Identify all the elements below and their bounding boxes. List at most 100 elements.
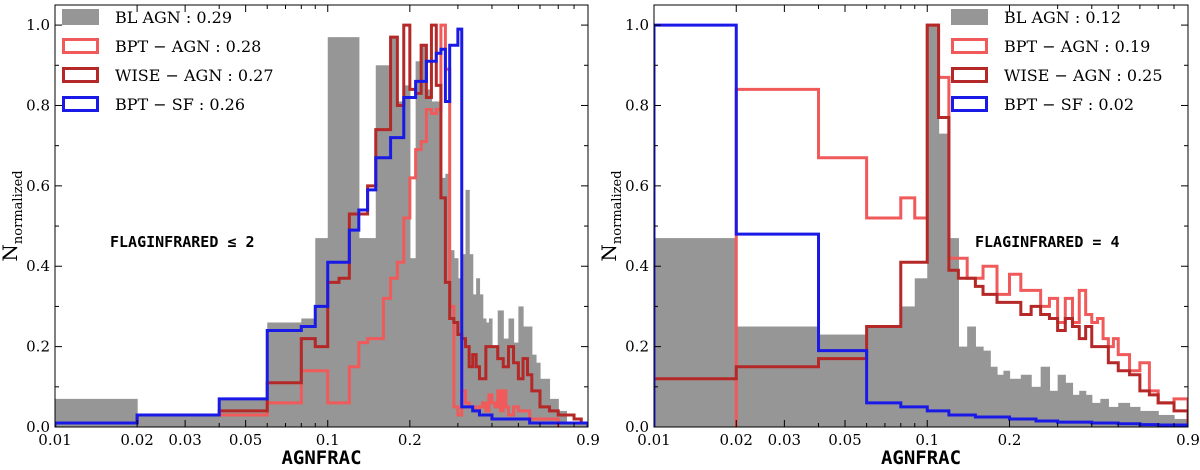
- bar: [549, 398, 559, 427]
- series-wise-agn-line: [55, 23, 588, 427]
- legend-swatch: [951, 67, 988, 83]
- y-axis-title: Nnormalized: [597, 170, 625, 261]
- bar: [409, 258, 417, 427]
- bar: [1079, 390, 1087, 427]
- legend-swatch: [951, 9, 988, 25]
- bar: [1091, 402, 1101, 427]
- bar: [315, 238, 329, 427]
- y-tick-label: 0.6: [26, 177, 50, 195]
- bar: [975, 346, 984, 427]
- legend-item-bpt-agn: BPT − AGN : 0.19: [951, 37, 1150, 56]
- bar: [449, 250, 455, 427]
- x-tick-label: 0.1: [316, 431, 340, 449]
- series-bpt-sf-line: [55, 27, 588, 427]
- bar: [267, 322, 302, 427]
- bar: [453, 258, 459, 427]
- x-tick-label: 0.9: [576, 431, 600, 449]
- x-tick-label: 0.01: [38, 431, 71, 449]
- bar: [497, 310, 504, 427]
- bar: [431, 101, 437, 427]
- bar: [958, 346, 968, 427]
- plot-frame: [653, 4, 1189, 428]
- bar: [390, 37, 398, 427]
- series-bpt-agn-line: [55, 23, 560, 427]
- bar: [574, 422, 588, 427]
- legend-label: WISE − AGN : 0.27: [115, 66, 274, 85]
- legend-label: BPT − SF : 0.02: [1004, 95, 1134, 114]
- bar: [508, 318, 515, 427]
- bar: [1020, 374, 1032, 427]
- x-tick-label: 0.03: [168, 431, 201, 449]
- x-tick-label: 0.9: [1176, 431, 1200, 449]
- legend-item-bpt-sf: BPT − SF : 0.26: [62, 95, 245, 114]
- bar: [927, 25, 940, 427]
- bar: [219, 398, 268, 427]
- series-bpt-sf-line: [654, 23, 1188, 427]
- bar: [1031, 386, 1042, 427]
- legend-item-bl-agn: BL AGN : 0.29: [62, 8, 232, 27]
- legend: BL AGN : 0.29 BPT − AGN : 0.28 WISE − AGN …: [62, 8, 274, 114]
- series-bl-agn: [55, 37, 588, 427]
- bar: [518, 306, 524, 427]
- bar: [1009, 378, 1022, 427]
- bar: [485, 322, 490, 427]
- x-tick-label: 0.05: [828, 431, 861, 449]
- bar: [997, 374, 1005, 427]
- legend-item-bpt-agn: BPT − AGN : 0.28: [62, 37, 261, 56]
- y-axis-title-subscript: normalized: [11, 170, 26, 244]
- bar: [1174, 418, 1188, 427]
- legend-item-wise-agn: WISE − AGN : 0.25: [951, 66, 1163, 85]
- bar: [866, 326, 902, 427]
- bar: [440, 177, 446, 427]
- x-tick-label: 0.02: [720, 431, 753, 449]
- legend-item-bl-agn: BL AGN : 0.12: [951, 8, 1121, 27]
- x-tick-label: 0.02: [120, 431, 153, 449]
- legend-label: WISE − AGN : 0.25: [1004, 66, 1163, 85]
- bar: [491, 346, 499, 427]
- series-wise-agn-line: [654, 23, 1188, 427]
- bar: [535, 362, 541, 427]
- legend-swatch: [62, 38, 99, 54]
- y-tick-label: 0.2: [625, 338, 649, 356]
- bar: [1049, 390, 1059, 427]
- bar: [1149, 410, 1159, 427]
- y-tick-label: 0.4: [625, 257, 649, 275]
- x-tick-label: 0.05: [229, 431, 262, 449]
- series-bl-agn: [654, 25, 1188, 427]
- legend-label: BPT − AGN : 0.19: [1004, 37, 1150, 56]
- bar: [539, 378, 551, 427]
- y-tick-label: 0.8: [625, 96, 649, 114]
- legend: BL AGN : 0.12 BPT − AGN : 0.19 WISE − AGN …: [951, 8, 1163, 114]
- y-tick-label: 0.0: [625, 418, 649, 436]
- bar: [358, 238, 369, 427]
- bar: [503, 338, 510, 427]
- bar: [457, 278, 463, 427]
- bar: [397, 101, 405, 427]
- legend-swatch: [62, 67, 99, 83]
- y-axis-title-subscript: normalized: [610, 170, 625, 244]
- bar: [1129, 406, 1141, 427]
- bar: [736, 326, 820, 427]
- legend-swatch: [951, 38, 988, 54]
- y-tick-label: 0.2: [26, 338, 50, 356]
- flag-annotation: FLAGINFRARED ≤ 2: [110, 233, 255, 251]
- legend-label: BL AGN : 0.29: [115, 8, 232, 27]
- bar: [1100, 398, 1109, 427]
- bar: [469, 254, 474, 427]
- bar: [513, 342, 519, 427]
- bar: [914, 278, 928, 427]
- bar: [327, 37, 340, 427]
- x-tick-label: 0.2: [998, 431, 1022, 449]
- bar: [523, 326, 529, 427]
- bar: [900, 306, 916, 427]
- bar: [1108, 406, 1119, 427]
- bar: [948, 238, 959, 427]
- chart-panel-1: 0.01 0.02 0.03 0.05 0.1 0.2 0.9 0.0 0.2 0.4 0.6 0.8…: [0, 4, 600, 469]
- bar: [527, 326, 533, 427]
- bar: [415, 61, 422, 427]
- bar: [1072, 394, 1080, 427]
- plot-area: [55, 23, 588, 427]
- flag-annotation: FLAGINFRARED = 4: [975, 233, 1120, 251]
- bar: [479, 294, 484, 427]
- legend-item-bpt-sf: BPT − SF : 0.02: [951, 95, 1134, 114]
